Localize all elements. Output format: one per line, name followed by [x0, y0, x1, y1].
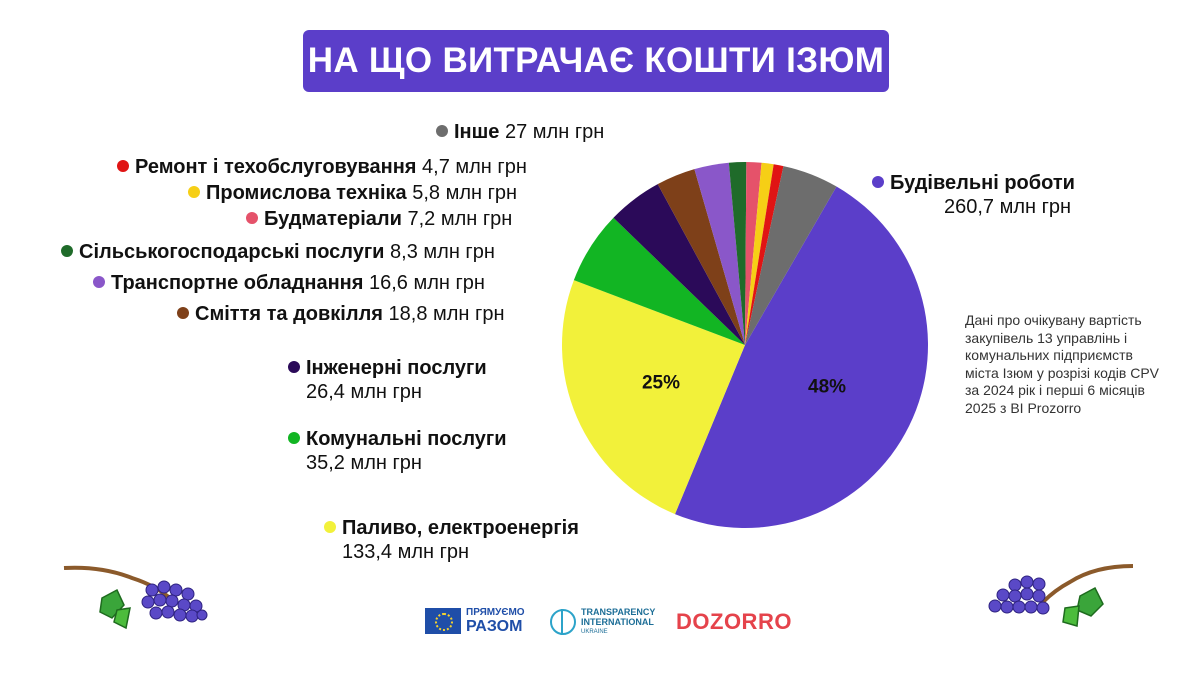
pie-pct-label-1: 25% [642, 372, 680, 393]
legend-dot-utilities [288, 432, 300, 444]
legend-dot-fuel [324, 521, 336, 533]
pie-slice-3 [613, 184, 745, 345]
logo-ti-line1: TRANSPARENCY [581, 607, 656, 617]
legend-item-waste: Сміття та довкілля 18,8 млн грн [177, 302, 504, 326]
title-banner: НА ЩО ВИТРАЧАЄ КОШТИ ІЗЮМ [303, 30, 889, 92]
legend-name: Будматеріали [264, 208, 402, 230]
legend-item-other: Інше 27 млн грн [436, 120, 604, 144]
ti-globe-icon [550, 609, 576, 635]
legend-name: Будівельні роботи [890, 172, 1075, 194]
logo-dozorro: DOZORRO [676, 609, 792, 634]
legend-dot-other [436, 125, 448, 137]
pie-slice-8 [745, 162, 774, 345]
logo-eu-line2: РАЗОМ [466, 618, 523, 635]
legend-dot-waste [177, 307, 189, 319]
legend-item-utilities: Комунальні послуги 35,2 млн грн [288, 427, 507, 475]
pie-slice-9 [745, 164, 784, 345]
legend-value: 4,7 млн грн [422, 156, 527, 178]
legend-dot-agriculture [61, 245, 73, 257]
pie-slice-0 [674, 186, 929, 529]
source-note: Дані про очікувану вартість закупівель 1… [965, 312, 1160, 416]
legend-name: Сільськогосподарські послуги [79, 241, 385, 263]
legend-dot-industrial-machinery [188, 186, 200, 198]
eu-flag-icon [425, 608, 461, 634]
legend-item-transport: Транспортне обладнання 16,6 млн грн [93, 271, 485, 295]
legend-item-fuel: Паливо, електроенергія 133,4 млн грн [324, 516, 579, 564]
legend-value: 8,3 млн грн [390, 241, 495, 263]
legend-name: Інженерні послуги [306, 357, 487, 379]
legend-name: Паливо, електроенергія [342, 517, 579, 539]
legend-name: Комунальні послуги [306, 428, 507, 450]
legend-dot-engineering [288, 361, 300, 373]
page-title: НА ЩО ВИТРАЧАЄ КОШТИ ІЗЮМ [307, 41, 885, 80]
legend-value: 26,4 млн грн [306, 381, 422, 403]
logo-transparency-international: TRANSPARENCY INTERNATIONAL UKRAINE [550, 607, 655, 637]
legend-item-construction: Будівельні роботи 260,7 млн грн [872, 171, 1075, 219]
legend-value: 18,8 млн грн [388, 303, 505, 325]
grapes-right-icon [988, 564, 1134, 627]
pie-slice-2 [573, 217, 745, 345]
legend-dot-building-materials [246, 212, 258, 224]
pie-slice-6 [728, 162, 747, 345]
logo-ti-line2: INTERNATIONAL [581, 617, 654, 627]
legend-value: 35,2 млн грн [306, 452, 422, 474]
logo-eu-line1: ПРЯМУЄМО [466, 607, 525, 618]
legend-name: Інше [454, 121, 500, 143]
pie-slice-7 [745, 162, 762, 345]
legend-item-agriculture: Сільськогосподарські послуги 8,3 млн грн [61, 240, 495, 264]
pie-slice-10 [745, 166, 837, 345]
pie-pct-label-0: 48% [808, 376, 846, 397]
legend-value: 260,7 млн грн [944, 196, 1072, 218]
pie-slice-4 [657, 169, 745, 345]
legend-dot-construction [872, 176, 884, 188]
partner-logos: ПРЯМУЄМО РАЗОМ TRANSPARENCY INTERNATIONA… [0, 607, 1200, 637]
legend-dot-transport [93, 276, 105, 288]
logo-ti-line3: UKRAINE [581, 629, 608, 635]
legend-value: 16,6 млн грн [369, 272, 485, 294]
legend-item-industrial-machinery: Промислова техніка 5,8 млн грн [188, 181, 517, 205]
legend-value: 7,2 млн грн [407, 208, 513, 230]
pie-slice-1 [562, 280, 745, 515]
legend-item-repair: Ремонт і техобслуговування 4,7 млн грн [117, 155, 527, 179]
pie-slice-5 [694, 162, 745, 345]
legend-name: Сміття та довкілля [195, 303, 383, 325]
legend-name: Ремонт і техобслуговування [135, 156, 417, 178]
legend-item-building-materials: Будматеріали 7,2 млн грн [246, 207, 512, 231]
legend-value: 133,4 млн грн [342, 541, 470, 563]
legend-name: Промислова техніка [206, 182, 407, 204]
logo-eu: ПРЯМУЄМО РАЗОМ [425, 607, 525, 635]
legend-value: 5,8 млн грн [412, 182, 518, 204]
legend-name: Транспортне обладнання [111, 272, 364, 294]
legend-item-engineering: Інженерні послуги 26,4 млн грн [288, 356, 487, 404]
legend-dot-repair [117, 160, 129, 172]
legend-value: 27 млн грн [505, 121, 605, 143]
grapes-left-icon [63, 565, 208, 630]
